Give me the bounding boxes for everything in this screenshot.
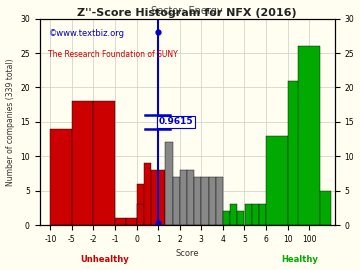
- Bar: [187, 170, 194, 225]
- Text: The Research Foundation of SUNY: The Research Foundation of SUNY: [49, 50, 178, 59]
- Bar: [50, 129, 72, 225]
- Bar: [320, 191, 330, 225]
- Bar: [237, 211, 244, 225]
- Text: Unhealthy: Unhealthy: [80, 255, 129, 264]
- Bar: [244, 204, 252, 225]
- Bar: [259, 204, 266, 225]
- Text: Sector: Energy: Sector: Energy: [152, 6, 223, 16]
- Bar: [201, 177, 208, 225]
- Bar: [136, 184, 158, 225]
- Bar: [194, 177, 201, 225]
- Bar: [180, 170, 187, 225]
- X-axis label: Score: Score: [175, 249, 199, 258]
- Bar: [72, 101, 94, 225]
- Bar: [158, 170, 165, 225]
- Bar: [172, 177, 180, 225]
- Bar: [165, 143, 172, 225]
- Y-axis label: Number of companies (339 total): Number of companies (339 total): [5, 58, 14, 186]
- Title: Z''-Score Histogram for NFX (2016): Z''-Score Histogram for NFX (2016): [77, 8, 297, 18]
- Bar: [252, 204, 259, 225]
- Bar: [216, 177, 223, 225]
- Bar: [223, 211, 230, 225]
- Bar: [144, 163, 151, 225]
- Bar: [94, 101, 115, 225]
- Bar: [137, 204, 144, 225]
- Bar: [115, 218, 126, 225]
- Bar: [266, 136, 288, 225]
- Text: Healthy: Healthy: [281, 255, 318, 264]
- Bar: [126, 218, 136, 225]
- Bar: [288, 80, 309, 225]
- Text: ©www.textbiz.org: ©www.textbiz.org: [49, 29, 125, 38]
- Bar: [298, 46, 320, 225]
- Bar: [230, 204, 237, 225]
- Text: 0.9615: 0.9615: [159, 117, 193, 126]
- Bar: [151, 170, 158, 225]
- Bar: [208, 177, 216, 225]
